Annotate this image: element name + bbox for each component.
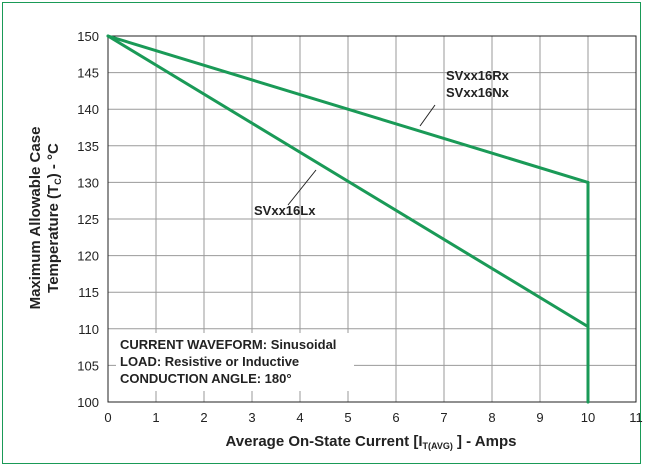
note-conduction-angle: CONDUCTION ANGLE: 180° (120, 371, 292, 386)
y-axis-title-subscript: C (53, 178, 63, 185)
tick-labels: 0 1 2 3 4 5 6 7 8 9 10 11 100 105 110 115 120 125 130 135 14… (77, 29, 642, 425)
x-tick-label: 10 (581, 410, 595, 425)
x-tick-label: 0 (104, 410, 111, 425)
series-point (586, 400, 590, 404)
y-tick-label: 120 (77, 249, 99, 264)
x-axis-title-subscript: T(AVG) (423, 441, 453, 451)
x-tick-label: 8 (488, 410, 495, 425)
x-tick-label: 2 (200, 410, 207, 425)
y-tick-label: 150 (77, 29, 99, 44)
x-tick-label: 7 (440, 410, 447, 425)
series-point (106, 34, 110, 38)
x-tick-label: 6 (392, 410, 399, 425)
y-tick-label: 115 (78, 285, 99, 300)
series-label-rx: SVxx16Rx (446, 68, 510, 83)
series-point (586, 325, 590, 329)
y-tick-label: 145 (77, 66, 99, 81)
y-tick-label: 135 (77, 139, 99, 154)
plot-area (107, 35, 637, 403)
series-label-lx: SVxx16Lx (254, 203, 316, 218)
y-tick-label: 125 (77, 212, 99, 227)
x-tick-label: 9 (536, 410, 543, 425)
pointer-lx (287, 169, 317, 206)
y-tick-label: 130 (77, 175, 99, 190)
y-tick-label: 110 (78, 322, 99, 337)
series-lines (106, 34, 590, 404)
y-tick-label: 140 (77, 102, 99, 117)
series-point (586, 180, 590, 184)
y-axis-title-line1: Maximum Allowable Case (27, 127, 44, 310)
note-waveform: CURRENT WAVEFORM: Sinusoidal (120, 337, 336, 352)
note-box (116, 333, 354, 391)
x-tick-label: 1 (152, 410, 159, 425)
x-tick-label: 5 (344, 410, 351, 425)
x-tick-label: 11 (629, 410, 643, 425)
y-tick-label: 105 (77, 358, 99, 373)
y-tick-label: 100 (77, 395, 99, 410)
x-tick-label: 3 (248, 410, 255, 425)
y-axis-title: Maximum Allowable Case Temperature (TC) … (27, 127, 63, 310)
x-tick-label: 4 (296, 410, 303, 425)
y-axis-title-line2: Temperature (TC) - °C (45, 143, 63, 293)
x-axis-title: Average On-State Current [IT(AVG) ] - Am… (226, 433, 517, 451)
pointer-rx-nx (419, 104, 436, 127)
series-label-nx: SVxx16Nx (446, 85, 510, 100)
note-load: LOAD: Resistive or Inductive (120, 354, 299, 369)
